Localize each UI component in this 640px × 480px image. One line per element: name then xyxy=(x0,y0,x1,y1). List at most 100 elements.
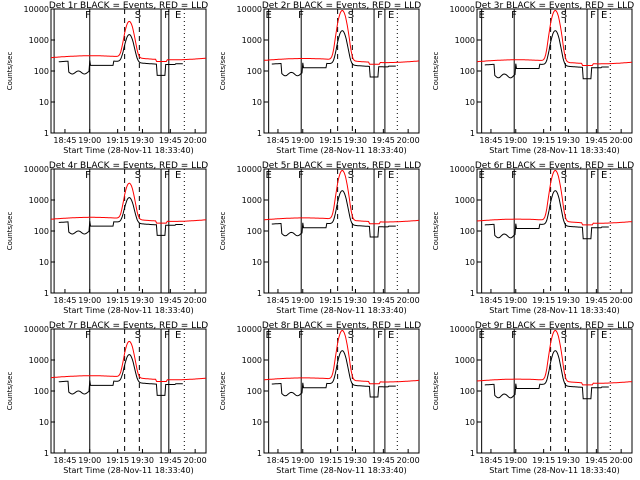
x-axis-label: Start Time (28-Nov-11 18:33:40) xyxy=(489,466,619,475)
plot-frame xyxy=(476,8,633,134)
lld-series-line xyxy=(51,340,207,382)
x-tick-label: 19:30 xyxy=(131,456,154,465)
x-tick-label: 19:00 xyxy=(291,456,314,465)
x-tick-label: 20:00 xyxy=(610,136,633,145)
y-axis-label: Counts/sec xyxy=(432,212,440,251)
y-axis-label: Counts/sec xyxy=(432,52,440,91)
x-tick-label: 19:30 xyxy=(557,456,580,465)
panel-title: Det 9r BLACK = Events, RED = LLD xyxy=(475,321,634,331)
x-tick-label: 19:00 xyxy=(504,456,527,465)
y-tick-label: 1000 xyxy=(242,36,262,45)
events-series-line xyxy=(58,33,183,76)
y-tick-label: 10000 xyxy=(24,5,49,14)
lld-series-line xyxy=(263,9,419,65)
x-tick-label: 19:30 xyxy=(344,456,367,465)
y-tick-label: 10000 xyxy=(237,325,262,334)
x-tick-label: 19:30 xyxy=(344,136,367,145)
interval-mark: E xyxy=(388,170,394,181)
y-axis-label: Counts/sec xyxy=(219,372,227,411)
y-tick-label: 10 xyxy=(465,258,475,267)
y-tick-label: 10000 xyxy=(24,325,49,334)
x-tick-label: 20:00 xyxy=(610,456,633,465)
x-tick-label: 18:45 xyxy=(479,296,502,305)
interval-mark: S xyxy=(348,330,354,341)
interval-mark: F xyxy=(298,330,304,341)
y-tick-label: 1 xyxy=(257,289,262,298)
x-tick-label: 18:45 xyxy=(266,136,289,145)
events-series-line xyxy=(271,30,396,78)
x-tick-label: 19:30 xyxy=(131,136,154,145)
y-tick-label: 10 xyxy=(252,418,262,427)
plot-frame xyxy=(476,168,633,294)
lld-series-line xyxy=(263,169,419,225)
y-tick-label: 10 xyxy=(252,258,262,267)
y-tick-label: 1000 xyxy=(455,196,475,205)
events-series-line xyxy=(271,350,396,398)
x-axis-label: Start Time (28-Nov-11 18:33:40) xyxy=(63,466,193,475)
interval-mark: S xyxy=(348,170,354,181)
y-tick-label: 1 xyxy=(470,449,475,458)
interval-mark: F xyxy=(298,10,304,21)
events-series-line xyxy=(484,190,609,240)
x-tick-label: 20:00 xyxy=(184,136,207,145)
x-tick-label: 19:15 xyxy=(532,456,555,465)
interval-mark: E xyxy=(388,330,394,341)
interval-mark: F xyxy=(377,170,383,181)
x-tick-label: 19:45 xyxy=(372,456,395,465)
interval-mark: S xyxy=(561,330,567,341)
x-axis-label: Start Time (28-Nov-11 18:33:40) xyxy=(276,146,406,155)
interval-mark: F xyxy=(164,170,170,181)
y-tick-label: 1000 xyxy=(29,196,49,205)
x-tick-label: 19:30 xyxy=(131,296,154,305)
x-tick-label: 19:15 xyxy=(532,296,555,305)
interval-mark: F xyxy=(85,330,91,341)
plot-frame xyxy=(263,328,420,454)
y-tick-label: 1000 xyxy=(455,36,475,45)
events-series-line xyxy=(58,196,183,236)
y-tick-label: 10000 xyxy=(450,5,475,14)
y-tick-label: 1 xyxy=(44,289,49,298)
x-tick-label: 19:30 xyxy=(344,296,367,305)
x-tick-label: 18:45 xyxy=(53,296,76,305)
interval-mark: E xyxy=(266,10,272,21)
x-tick-label: 19:45 xyxy=(372,136,395,145)
x-tick-label: 19:00 xyxy=(291,296,314,305)
x-tick-label: 19:15 xyxy=(106,456,129,465)
y-tick-label: 10 xyxy=(39,258,49,267)
events-series-line xyxy=(58,353,183,396)
y-tick-label: 1000 xyxy=(29,356,49,365)
x-tick-label: 19:45 xyxy=(159,136,182,145)
y-tick-label: 10000 xyxy=(237,5,262,14)
x-tick-label: 19:00 xyxy=(78,456,101,465)
interval-mark: F xyxy=(590,10,596,21)
interval-mark: E xyxy=(175,330,181,341)
x-tick-label: 19:45 xyxy=(585,296,608,305)
lld-series-line xyxy=(476,329,633,386)
x-tick-label: 19:15 xyxy=(319,136,342,145)
x-tick-label: 19:45 xyxy=(585,136,608,145)
y-tick-label: 100 xyxy=(247,227,262,236)
interval-mark: E xyxy=(388,10,394,21)
interval-mark: S xyxy=(135,330,141,341)
interval-mark: E xyxy=(601,330,607,341)
lld-series-line xyxy=(476,9,633,66)
events-series-line xyxy=(484,350,609,400)
lld-series-line xyxy=(51,20,207,62)
y-tick-label: 10000 xyxy=(450,325,475,334)
interval-mark: E xyxy=(266,170,272,181)
x-tick-label: 18:45 xyxy=(479,456,502,465)
y-tick-label: 1000 xyxy=(242,196,262,205)
y-tick-label: 10 xyxy=(465,418,475,427)
y-tick-label: 100 xyxy=(247,67,262,76)
x-axis-label: Start Time (28-Nov-11 18:33:40) xyxy=(63,146,193,155)
panel-title: Det 5r BLACK = Events, RED = LLD xyxy=(262,161,421,171)
y-tick-label: 1000 xyxy=(29,36,49,45)
y-axis-label: Counts/sec xyxy=(6,372,14,411)
interval-mark: E xyxy=(175,170,181,181)
